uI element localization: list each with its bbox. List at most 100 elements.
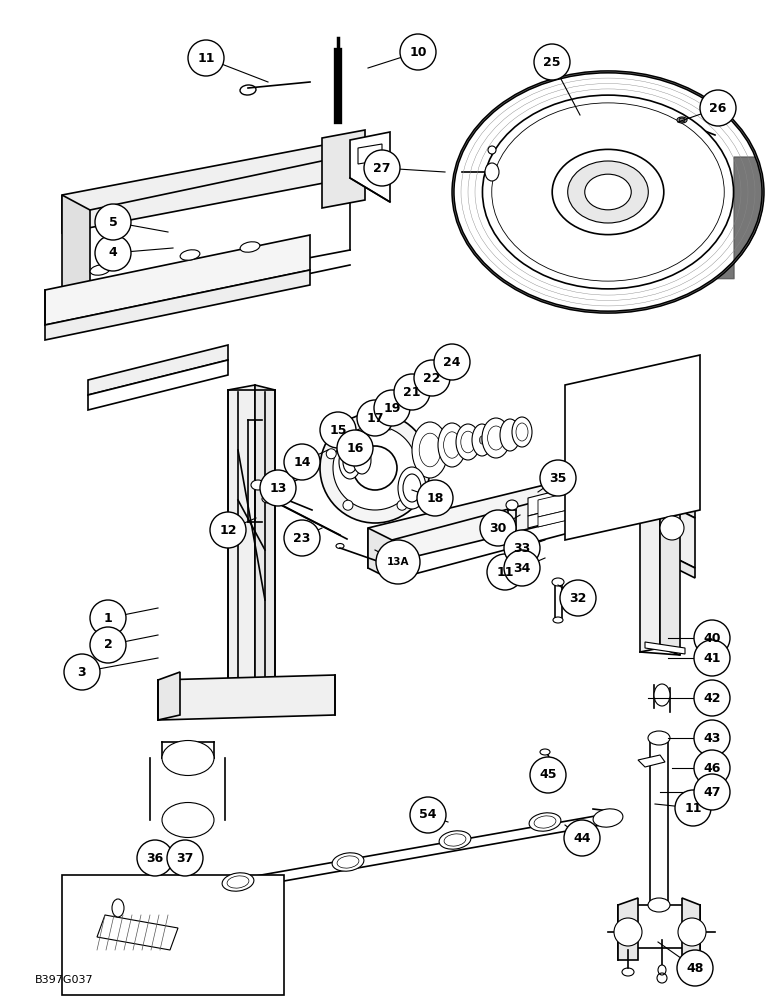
Ellipse shape: [500, 419, 520, 451]
Circle shape: [320, 413, 430, 523]
Circle shape: [90, 627, 126, 663]
Ellipse shape: [332, 853, 364, 871]
Polygon shape: [62, 195, 90, 320]
Ellipse shape: [227, 876, 249, 888]
Polygon shape: [660, 375, 680, 655]
Ellipse shape: [584, 174, 631, 210]
Polygon shape: [45, 235, 310, 325]
Circle shape: [694, 680, 730, 716]
Ellipse shape: [529, 813, 561, 831]
Ellipse shape: [485, 163, 499, 181]
Circle shape: [327, 449, 337, 459]
Ellipse shape: [677, 117, 687, 123]
Text: 35: 35: [550, 472, 567, 485]
Text: 44: 44: [574, 832, 591, 844]
Text: 16: 16: [347, 442, 364, 454]
Circle shape: [167, 840, 203, 876]
Ellipse shape: [444, 432, 460, 458]
Polygon shape: [88, 360, 228, 410]
Ellipse shape: [439, 831, 471, 849]
Ellipse shape: [398, 467, 426, 509]
Polygon shape: [358, 144, 382, 164]
Text: 40: 40: [703, 632, 721, 645]
Text: B397G037: B397G037: [35, 975, 93, 985]
Ellipse shape: [512, 417, 532, 447]
Circle shape: [394, 374, 430, 410]
Circle shape: [188, 40, 224, 76]
Ellipse shape: [461, 431, 476, 453]
Polygon shape: [565, 355, 700, 540]
Circle shape: [675, 790, 711, 826]
Polygon shape: [538, 510, 568, 527]
Text: 11: 11: [684, 802, 702, 814]
Polygon shape: [528, 498, 600, 528]
Text: 21: 21: [403, 385, 421, 398]
Polygon shape: [255, 385, 275, 685]
Ellipse shape: [444, 834, 466, 846]
Ellipse shape: [679, 118, 685, 122]
Circle shape: [320, 412, 356, 448]
Circle shape: [700, 90, 736, 126]
Polygon shape: [618, 905, 700, 948]
Circle shape: [284, 444, 320, 480]
Circle shape: [564, 820, 600, 856]
Circle shape: [260, 470, 296, 506]
Text: 11: 11: [496, 566, 513, 578]
Text: 4: 4: [109, 246, 117, 259]
Ellipse shape: [403, 474, 421, 502]
Circle shape: [694, 774, 730, 810]
Ellipse shape: [162, 740, 214, 776]
Text: 54: 54: [419, 808, 437, 822]
Ellipse shape: [343, 451, 357, 473]
Text: 37: 37: [176, 852, 194, 864]
Ellipse shape: [482, 95, 733, 289]
Circle shape: [677, 950, 713, 986]
Circle shape: [534, 44, 570, 80]
Polygon shape: [655, 498, 695, 568]
Text: 47: 47: [703, 786, 721, 798]
Ellipse shape: [482, 418, 510, 458]
Text: 43: 43: [703, 732, 721, 744]
Text: 27: 27: [373, 161, 391, 174]
Polygon shape: [655, 548, 695, 578]
Circle shape: [374, 390, 410, 426]
Circle shape: [364, 150, 400, 186]
Polygon shape: [158, 675, 335, 720]
Circle shape: [614, 918, 642, 946]
Text: 33: 33: [513, 542, 530, 554]
Text: 17: 17: [366, 412, 384, 424]
Circle shape: [540, 460, 576, 496]
Bar: [62, 875, 284, 995]
Circle shape: [95, 235, 131, 271]
Text: 10: 10: [409, 45, 427, 58]
Polygon shape: [538, 493, 568, 517]
Text: 45: 45: [540, 768, 557, 782]
Ellipse shape: [516, 423, 528, 441]
Text: 3: 3: [78, 666, 86, 678]
Ellipse shape: [534, 816, 556, 828]
Text: 1: 1: [103, 611, 113, 624]
Polygon shape: [618, 898, 638, 960]
Circle shape: [417, 480, 453, 516]
Text: 30: 30: [489, 522, 506, 534]
Ellipse shape: [456, 424, 480, 460]
Circle shape: [434, 344, 470, 380]
Text: 11: 11: [198, 51, 215, 64]
Circle shape: [397, 500, 407, 510]
Polygon shape: [45, 270, 310, 340]
Ellipse shape: [438, 423, 466, 467]
Circle shape: [504, 530, 540, 566]
Text: 42: 42: [703, 692, 721, 704]
Ellipse shape: [419, 433, 441, 467]
Circle shape: [410, 797, 446, 833]
Polygon shape: [62, 140, 350, 233]
Text: 22: 22: [423, 371, 441, 384]
Ellipse shape: [648, 898, 670, 912]
Circle shape: [284, 520, 320, 556]
Circle shape: [64, 654, 100, 690]
Polygon shape: [655, 458, 695, 518]
Polygon shape: [645, 642, 685, 654]
Text: 13: 13: [269, 482, 286, 494]
Circle shape: [376, 540, 420, 584]
Polygon shape: [638, 755, 665, 767]
